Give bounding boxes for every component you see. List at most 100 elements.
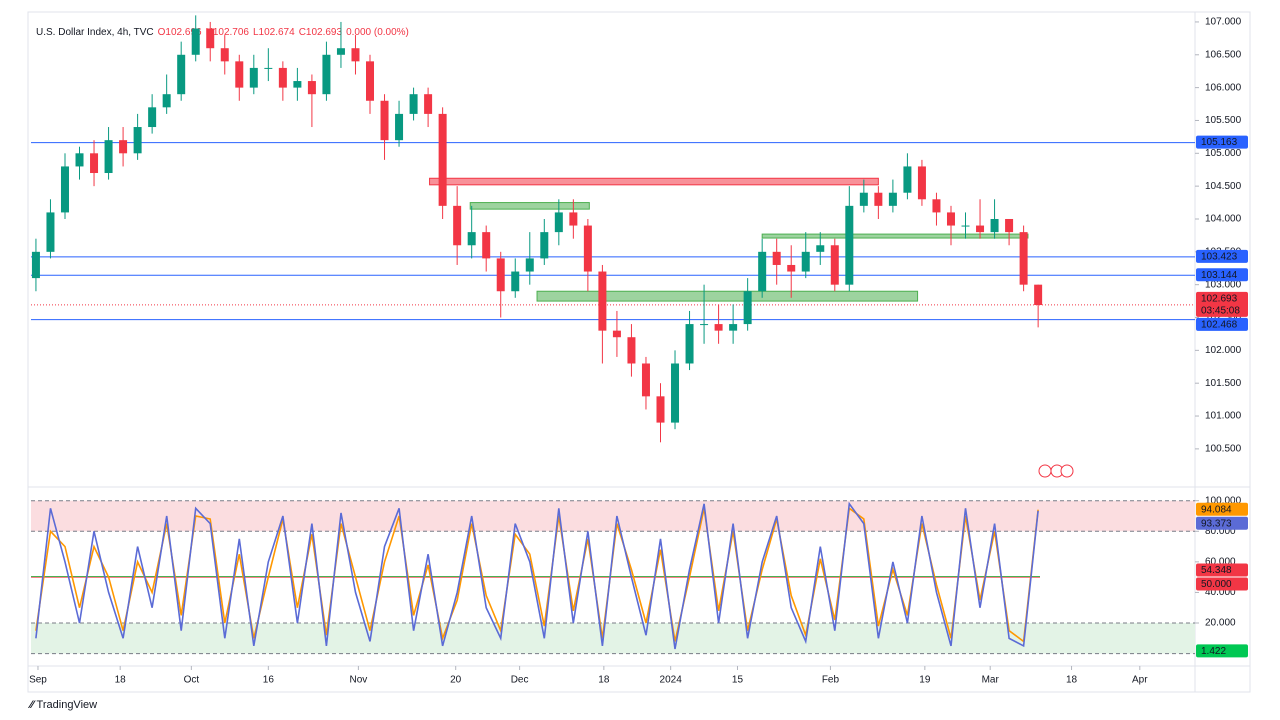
y-tick-label: 105.500 [1205,115,1242,126]
candle-body [46,212,55,252]
price-tag [1196,135,1248,149]
price-tag-label: 1.422 [1201,646,1226,657]
candle-body [598,271,607,331]
candle-body [264,67,273,69]
zone [469,202,590,210]
x-tick-label: 2024 [660,675,683,686]
symbol: U.S. Dollar Index, 4h, TVC [36,27,154,38]
price-tag [1196,516,1248,530]
candle-body [801,251,810,272]
candle-body [119,140,128,154]
candle-body [816,245,825,252]
candle-body [671,363,680,423]
candle-body [772,251,781,265]
y-tick-label: 106.500 [1205,49,1242,60]
price-tag-label: 50.000 [1201,579,1232,590]
candle-body [787,264,796,272]
candle-body [220,48,229,62]
candle-body [133,127,142,154]
candle-body [932,199,941,213]
candle-body [845,205,854,285]
candle-body [743,291,752,325]
y-tick-label: 103.000 [1205,279,1242,290]
open-value: O102.696 [157,27,202,38]
candle-body [482,232,491,259]
price-tag [1196,563,1248,577]
candle-body [540,232,549,259]
price-tag-label: 103.144 [1201,270,1238,281]
candle-body [467,232,476,246]
y-tick-label: 107.000 [1205,17,1242,28]
legend-header: U.S. Dollar Index, 4h, TVC O102.696 H102.7… [36,27,413,38]
oscillator-line [35,506,1039,643]
candle-body [917,166,926,200]
candle-body [874,192,883,206]
price-tag-label: 103.423 [1201,252,1238,263]
y-tick-label: 101.500 [1205,378,1242,389]
y-tick-label: 100.000 [1205,495,1242,506]
candle-body [438,113,447,206]
price-tag [1196,268,1248,282]
candle-body [249,67,258,88]
candle-body [278,67,287,88]
candle-body [351,48,360,62]
candle-body [903,166,912,193]
candle-body [990,218,999,233]
x-tick-label: 19 [919,675,931,686]
flag-icons [1038,464,1074,478]
x-tick-label: Oct [184,675,200,686]
candle-body [162,94,171,108]
candle-body [656,396,665,423]
candle-body [976,225,985,233]
candle-body [758,251,767,292]
frame [27,11,1251,693]
candle-body [700,324,709,326]
candle-body [322,54,331,95]
candle-body [583,225,592,272]
price-tag-label: 03:45:08 [1201,305,1240,316]
close-value: C102.693 [298,27,343,38]
candle-body [1005,218,1014,233]
x-tick-label: Mar [982,675,1000,686]
x-tick-label: 15 [732,675,744,686]
price-tag-label: 94.084 [1201,504,1232,515]
candle-body [191,28,200,55]
candle-body [336,48,345,55]
brand: ⁄⁄ TradingView [30,699,98,711]
x-tick-label: 20 [450,675,462,686]
candle-body [453,205,462,246]
y-tick-label: 100.500 [1205,444,1242,455]
price-tag-label: 93.373 [1201,518,1232,529]
brand-text: TradingView [36,699,98,711]
price-tag [1196,317,1248,331]
candle-body [946,212,955,226]
price-tag-label: 54.348 [1201,565,1232,576]
x-tick-label: 18 [1066,675,1078,686]
candle-body [366,61,375,101]
candle-body [75,153,84,167]
x-tick-label: Feb [822,675,840,686]
candle-body [525,258,534,272]
candle-body [569,212,578,226]
x-tick-label: Nov [349,675,367,686]
price-tag [1196,502,1248,516]
price-tag [1196,644,1248,658]
high-value: H102.706 [205,27,249,38]
price-tag-label: 102.468 [1201,319,1238,330]
candle-body [685,324,694,364]
candle-body [293,81,302,88]
candle-body [177,54,186,95]
y-tick-label: 104.000 [1205,214,1242,225]
y-tick-label: 20.000 [1205,618,1236,629]
y-tick-label: 105.000 [1205,148,1242,159]
candle-body [1034,284,1043,306]
candle-body [888,192,897,206]
candle-body [496,258,505,292]
oscillator-line [35,501,1039,650]
candle-body [90,153,99,174]
change-value: 0.000 (0.00%) [346,27,409,38]
candle-body [60,166,69,213]
x-tick-label: Dec [511,675,529,686]
